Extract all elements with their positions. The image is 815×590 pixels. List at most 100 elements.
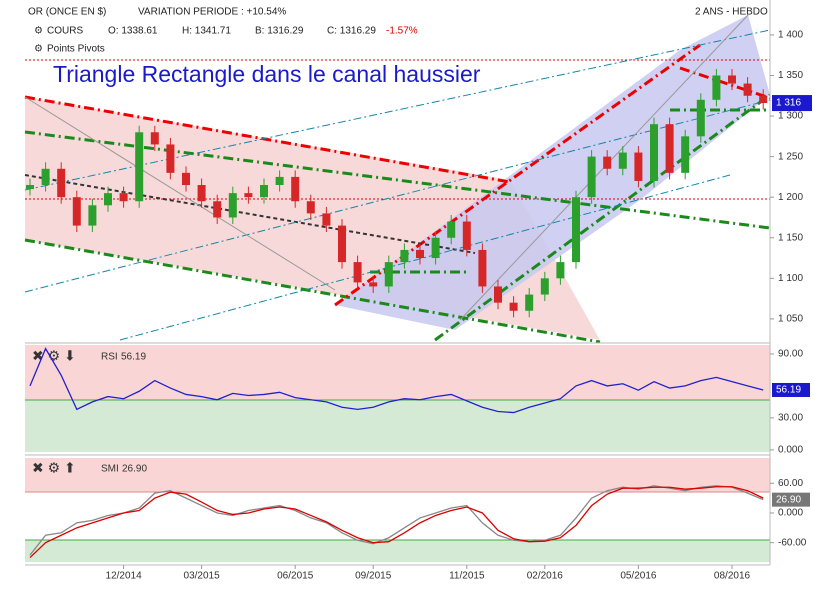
candle-body xyxy=(759,95,768,104)
y-tick-label: 1 150 xyxy=(778,232,803,243)
candle-body xyxy=(416,249,424,259)
smi-name: SMI xyxy=(101,464,119,475)
candle-body xyxy=(213,201,222,218)
close: C: 1316.29 xyxy=(327,26,376,37)
y-tick-label: 1 250 xyxy=(778,151,803,162)
y-tick-label: 1 100 xyxy=(778,273,803,284)
indicator-line xyxy=(29,347,764,414)
x-tick-label: 11/2015 xyxy=(449,571,485,582)
channel-line xyxy=(119,174,731,341)
x-tick-label: 05/2016 xyxy=(620,571,657,582)
candle-body xyxy=(540,278,549,295)
candle-body xyxy=(681,136,690,173)
close-icon[interactable]: ✖ ⚙ ⬇ xyxy=(32,348,76,364)
candle-body xyxy=(135,132,144,202)
candle-body xyxy=(431,237,440,259)
candle-body xyxy=(338,225,346,263)
price-tag xyxy=(772,95,812,112)
value-tag-label: 26.90 xyxy=(776,494,801,505)
candle-body xyxy=(260,185,268,198)
candle-body xyxy=(228,193,237,218)
candle-body xyxy=(696,99,705,137)
fan-line xyxy=(24,96,336,291)
pivots: Points Pivots xyxy=(47,44,105,55)
candle-body xyxy=(72,197,81,226)
candle-body xyxy=(88,205,97,226)
candle-body xyxy=(462,221,471,250)
smi-upper-zone xyxy=(25,458,770,492)
y-tick-label: 0.000 xyxy=(778,508,803,519)
candle-body xyxy=(26,185,34,190)
candle-body xyxy=(525,294,534,311)
channel-zone xyxy=(335,15,770,330)
candle-body xyxy=(556,262,565,279)
candle-body xyxy=(150,132,159,145)
price-tag-label: 1 316 xyxy=(776,98,801,109)
candle-body xyxy=(275,176,284,186)
y-tick-label: 1 300 xyxy=(778,111,803,122)
instrument: OR (ONCE EN $) xyxy=(28,7,106,18)
candle-body xyxy=(384,262,393,287)
y-tick-label: -60.00 xyxy=(778,537,807,548)
candle-body xyxy=(603,156,612,169)
smi-lower-zone xyxy=(25,540,770,562)
low: B: 1316.29 xyxy=(255,26,304,37)
candle-body xyxy=(478,249,487,287)
y-tick-label: 30.00 xyxy=(778,413,803,424)
candle-body xyxy=(41,168,50,186)
candle-body xyxy=(244,193,253,198)
candle-body xyxy=(197,185,206,202)
change: -1.57% xyxy=(386,26,418,37)
x-tick-label: 09/2015 xyxy=(355,571,392,582)
candle-body xyxy=(447,221,456,238)
channel-line xyxy=(24,29,771,191)
y-tick-label: 1 050 xyxy=(778,314,803,325)
trend-line xyxy=(24,95,511,184)
candle-body xyxy=(572,197,580,263)
gear-icon[interactable]: ⚙ xyxy=(34,26,43,37)
candle-body xyxy=(104,193,112,206)
candle-body xyxy=(618,152,627,169)
candle-body xyxy=(57,168,66,198)
value-tag xyxy=(772,492,810,507)
cours-label: COURS xyxy=(47,26,83,37)
rsi-lower-zone xyxy=(25,400,770,452)
channel-line xyxy=(434,93,771,342)
x-tick-label: 06/2015 xyxy=(277,571,314,582)
close-icon[interactable]: ✖ ⚙ ⬆ xyxy=(32,460,76,476)
high: H: 1341.71 xyxy=(182,26,231,37)
candle-body xyxy=(400,249,409,263)
y-tick-label: 0.000 xyxy=(778,445,803,456)
x-tick-label: 12/2014 xyxy=(106,571,143,582)
candle-body xyxy=(665,124,674,173)
value-tag-label: 56.19 xyxy=(776,385,801,396)
x-tick-label: 08/2016 xyxy=(714,571,751,582)
chart-title: Triangle Rectangle dans le canal haussie… xyxy=(53,61,481,87)
trend-line xyxy=(24,130,771,230)
variation: VARIATION PERIODE : +10.54% xyxy=(138,7,286,18)
candle-body xyxy=(587,156,596,198)
y-tick-label: 1 200 xyxy=(778,192,803,203)
candle-body xyxy=(634,152,643,181)
candle-body xyxy=(728,75,736,84)
candle-body xyxy=(182,172,190,186)
channel-line xyxy=(24,99,771,293)
candle-body xyxy=(650,124,658,181)
y-tick-label: 1 400 xyxy=(778,30,803,41)
x-tick-label: 03/2015 xyxy=(184,571,221,582)
candle-body xyxy=(119,193,128,202)
rsi-upper-zone xyxy=(25,345,770,400)
candle-body xyxy=(322,213,331,226)
channel-line xyxy=(334,43,701,307)
smi-value: 26.90 xyxy=(122,464,147,475)
candle-body xyxy=(494,286,502,303)
y-tick-label: 1 350 xyxy=(778,70,803,81)
triangle-line xyxy=(679,66,771,100)
candle-body xyxy=(369,282,378,287)
candle-body xyxy=(712,75,721,100)
indicator-line xyxy=(29,486,764,559)
candle-body xyxy=(353,262,362,283)
candle-body xyxy=(509,302,518,311)
gear-icon[interactable]: ⚙ xyxy=(34,44,43,55)
rsi-name: RSI xyxy=(101,352,118,363)
